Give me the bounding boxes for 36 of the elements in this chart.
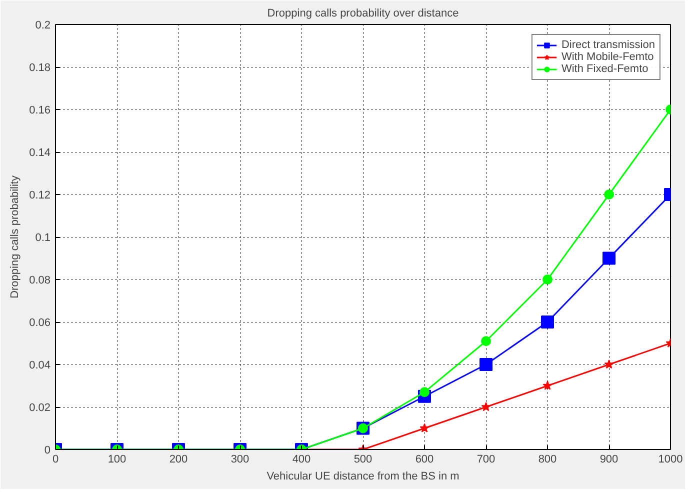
- y-tick-label: 0.1: [35, 232, 51, 244]
- legend-label: Direct transmission: [561, 39, 655, 51]
- x-tick-label: 1000: [658, 454, 683, 466]
- x-tick-label: 800: [538, 454, 557, 466]
- y-tick-label: 0.06: [29, 317, 51, 329]
- y-tick-label: 0.02: [29, 402, 51, 414]
- y-tick-label: 0.16: [29, 104, 51, 116]
- x-tick-label: 400: [292, 454, 311, 466]
- x-tick-label: 100: [108, 454, 126, 466]
- y-tick-label: 0.14: [29, 147, 51, 159]
- y-tick-label: 0.08: [29, 274, 51, 286]
- point: [542, 274, 552, 284]
- legend-label: With Fixed-Femto: [561, 63, 648, 75]
- x-axis-title: Vehicular UE distance from the BS in m: [266, 470, 460, 482]
- point: [604, 360, 614, 369]
- point: [480, 358, 492, 371]
- point: [604, 190, 614, 200]
- legend-label: With Mobile-Femto: [561, 51, 654, 63]
- x-tick-label: 700: [476, 454, 496, 466]
- chart-title: Dropping calls probability over distance: [267, 8, 459, 20]
- x-tick-label: 300: [230, 454, 250, 466]
- y-axis-title: Dropping calls probability: [9, 175, 22, 298]
- point: [602, 252, 616, 265]
- point: [541, 316, 554, 328]
- x-tick-label: 200: [169, 454, 188, 466]
- point: [542, 380, 552, 390]
- y-tick-label: 0: [44, 444, 51, 456]
- point: [481, 336, 491, 346]
- y-tick-label: 0.18: [29, 62, 51, 74]
- x-tick-label: 600: [415, 454, 434, 466]
- x-tick-label: 0: [52, 454, 59, 466]
- y-tick-label: 0.04: [29, 360, 51, 372]
- x-tick-label: 500: [354, 454, 372, 466]
- x-tick-label: 900: [600, 454, 618, 466]
- y-tick-label: 0.2: [35, 20, 51, 32]
- y-tick-label: 0.12: [29, 190, 51, 202]
